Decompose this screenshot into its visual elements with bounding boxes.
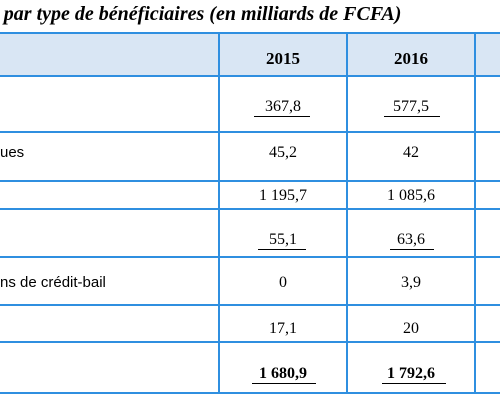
total-2016: 1 792,6	[387, 365, 435, 382]
cell-2015: 1 195,7	[259, 187, 307, 204]
column-header-2016: 2016	[394, 49, 428, 68]
column-header-2015: 2015	[266, 49, 300, 68]
cell-underline	[390, 249, 434, 250]
cell-2016: 20	[403, 320, 419, 337]
column-divider	[346, 32, 348, 394]
row-divider	[0, 256, 500, 258]
table-header	[0, 32, 500, 76]
cell-underline	[382, 383, 446, 384]
cell-2016: 577,5	[393, 98, 429, 115]
row-divider	[0, 180, 500, 182]
row-divider	[0, 75, 500, 77]
cell-2016: 42	[403, 144, 419, 161]
table-title: s par type de bénéficiaires (en milliard…	[0, 3, 402, 25]
cell-underline	[252, 383, 316, 384]
column-divider	[474, 32, 476, 394]
row-divider	[0, 208, 500, 210]
row-label: ues	[0, 144, 25, 161]
table-border-bottom	[0, 392, 500, 394]
cell-2015: 17,1	[269, 320, 297, 337]
cell-2015: 367,8	[265, 98, 301, 115]
cell-2015: 45,2	[269, 144, 297, 161]
row-divider	[0, 304, 500, 306]
row-divider	[0, 341, 500, 343]
cell-2016: 1 085,6	[387, 187, 435, 204]
row-label: ns de crédit-bail	[0, 274, 106, 291]
cell-2015: 55,1	[269, 231, 297, 248]
column-divider	[218, 32, 220, 394]
row-divider	[0, 131, 500, 133]
cell-underline	[384, 116, 440, 117]
cell-2016: 3,9	[401, 274, 421, 291]
cell-underline	[254, 116, 310, 117]
total-2015: 1 680,9	[259, 365, 307, 382]
cell-2015: 0	[279, 274, 287, 291]
cell-underline	[258, 249, 306, 250]
cell-2016: 63,6	[397, 231, 425, 248]
table-border-top	[0, 32, 500, 34]
